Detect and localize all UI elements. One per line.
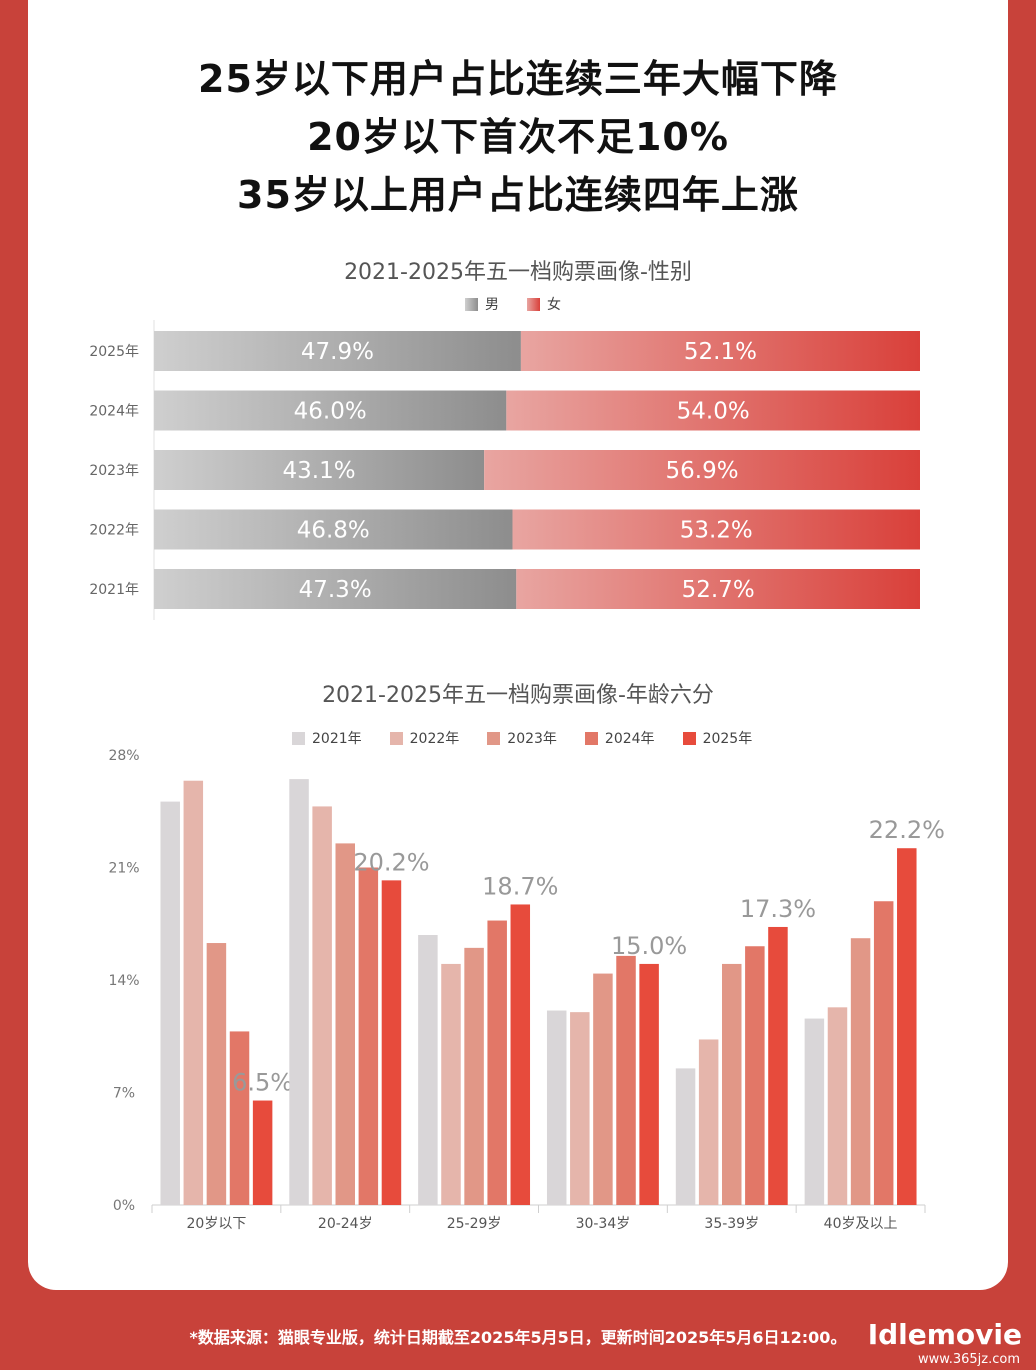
y-tick-label: 7% xyxy=(113,1086,135,1102)
age-bar xyxy=(381,880,402,1205)
x-category-label: 25-29岁 xyxy=(447,1216,502,1232)
headline-3: 35岁以上用户占比连续四年上涨 xyxy=(237,173,799,217)
x-category-label: 35-39岁 xyxy=(704,1216,759,1232)
label-female: 56.9% xyxy=(666,458,739,484)
legend-swatch-female xyxy=(527,297,540,311)
age-bar xyxy=(639,963,659,1205)
age-bar xyxy=(850,938,871,1205)
label-male: 47.3% xyxy=(299,577,372,603)
age-data-label: 20.2% xyxy=(353,848,429,876)
legend-swatch-male xyxy=(465,297,478,311)
legend-item-2024: 2024年 xyxy=(584,728,655,748)
age-bar xyxy=(768,926,788,1205)
age-bar xyxy=(675,1068,696,1205)
age-bar xyxy=(358,867,379,1205)
age-data-label: 18.7% xyxy=(482,872,558,900)
age-data-label: 15.0% xyxy=(611,932,687,960)
x-category-label: 30-34岁 xyxy=(576,1216,631,1232)
age-bar xyxy=(873,901,894,1205)
age-data-label: 6.5% xyxy=(232,1069,293,1097)
legend-item-2023: 2023年 xyxy=(487,728,557,748)
age-bar xyxy=(510,904,531,1205)
age-bar xyxy=(252,1100,273,1205)
legend-item-2021: 2021年 xyxy=(292,728,362,748)
age-bar xyxy=(441,963,461,1205)
gender-year-label: 2025年 xyxy=(89,344,139,360)
age-bar xyxy=(570,1012,590,1205)
bar-female xyxy=(516,569,920,609)
watermark-logo: Idlemovie xyxy=(867,1318,1022,1351)
age-bar xyxy=(745,946,765,1205)
x-category-label: 20-24岁 xyxy=(318,1216,373,1232)
age-bar xyxy=(616,955,636,1205)
x-category-label: 40岁及以上 xyxy=(824,1216,898,1232)
y-tick-label: 28% xyxy=(108,748,139,764)
age-bar xyxy=(464,947,484,1205)
label-female: 52.7% xyxy=(682,577,755,603)
bar-male xyxy=(154,509,513,550)
bar-female xyxy=(484,450,920,490)
label-female: 52.1% xyxy=(684,339,757,365)
label-male: 47.9% xyxy=(301,339,374,365)
age-bar xyxy=(487,920,507,1205)
age-bar xyxy=(289,779,309,1205)
age-bar xyxy=(312,806,332,1205)
age-data-label: 22.2% xyxy=(869,816,945,844)
age-bar xyxy=(722,963,742,1205)
bar-male xyxy=(154,331,521,371)
age-bar xyxy=(804,1018,825,1205)
age-bar xyxy=(593,973,613,1205)
label-male: 43.1% xyxy=(283,458,356,484)
bar-female xyxy=(520,331,920,371)
age-bar xyxy=(206,943,227,1205)
legend-item-2025: 2025年 xyxy=(682,728,752,748)
age-chart: 28% 21% 14% 7% 0% 6.5% 20岁以下 20.2% 20-24岁 18.7% 25… xyxy=(108,748,945,1232)
age-data-label: 17.3% xyxy=(740,895,816,923)
gender-year-label: 2024年 xyxy=(89,404,139,420)
label-male: 46.8% xyxy=(297,518,370,544)
gender-chart: 2025年 47.9% 52.1% 2024年 46.0% 54.0% 2023年 43.1%… xyxy=(89,320,920,620)
gender-year-label: 2022年 xyxy=(89,523,139,539)
bar-female xyxy=(512,509,920,550)
age-bar xyxy=(160,801,180,1205)
legend-item-2022: 2022年 xyxy=(389,728,459,748)
y-tick-label: 0% xyxy=(113,1198,135,1214)
age-bar xyxy=(335,843,355,1205)
watermark-url: www.365jz.com xyxy=(918,1352,1020,1367)
gender-legend: 男 女 xyxy=(465,294,589,314)
gender-year-label: 2021年 xyxy=(89,582,139,598)
age-legend: 2021年 2022年 2023年 2024年 2025年 xyxy=(292,728,780,748)
label-female: 54.0% xyxy=(677,399,750,425)
bar-male xyxy=(154,450,485,490)
age-bar xyxy=(418,935,438,1205)
label-female: 53.2% xyxy=(680,518,753,544)
bar-male xyxy=(154,569,517,609)
age-bar xyxy=(183,780,204,1205)
data-source-footer: *数据来源：猫眼专业版，统计日期截至2025年5月5日，更新时间2025年5月6… xyxy=(189,1328,847,1347)
age-chart-title: 2021-2025年五一档购票画像-年龄六分 xyxy=(322,683,714,708)
legend-item-male: 男 xyxy=(465,294,499,314)
age-bar xyxy=(546,1010,567,1205)
label-male: 46.0% xyxy=(294,399,367,425)
legend-label-male: 男 xyxy=(485,297,499,313)
bar-female xyxy=(506,390,920,431)
age-bar xyxy=(897,848,917,1205)
age-bar xyxy=(827,1007,848,1205)
y-tick-label: 21% xyxy=(108,861,139,877)
x-category-label: 20岁以下 xyxy=(187,1216,247,1232)
headline-2: 20岁以下首次不足10% xyxy=(307,115,729,159)
bar-male xyxy=(154,390,507,431)
gender-year-label: 2023年 xyxy=(89,463,139,479)
y-tick-label: 14% xyxy=(108,973,139,989)
legend-label-female: 女 xyxy=(547,297,561,313)
headline-1: 25岁以下用户占比连续三年大幅下降 xyxy=(198,57,838,101)
age-bar xyxy=(698,1039,719,1205)
gender-chart-title: 2021-2025年五一档购票画像-性别 xyxy=(344,260,692,285)
age-bar xyxy=(229,1031,250,1205)
legend-item-female: 女 xyxy=(527,294,561,314)
